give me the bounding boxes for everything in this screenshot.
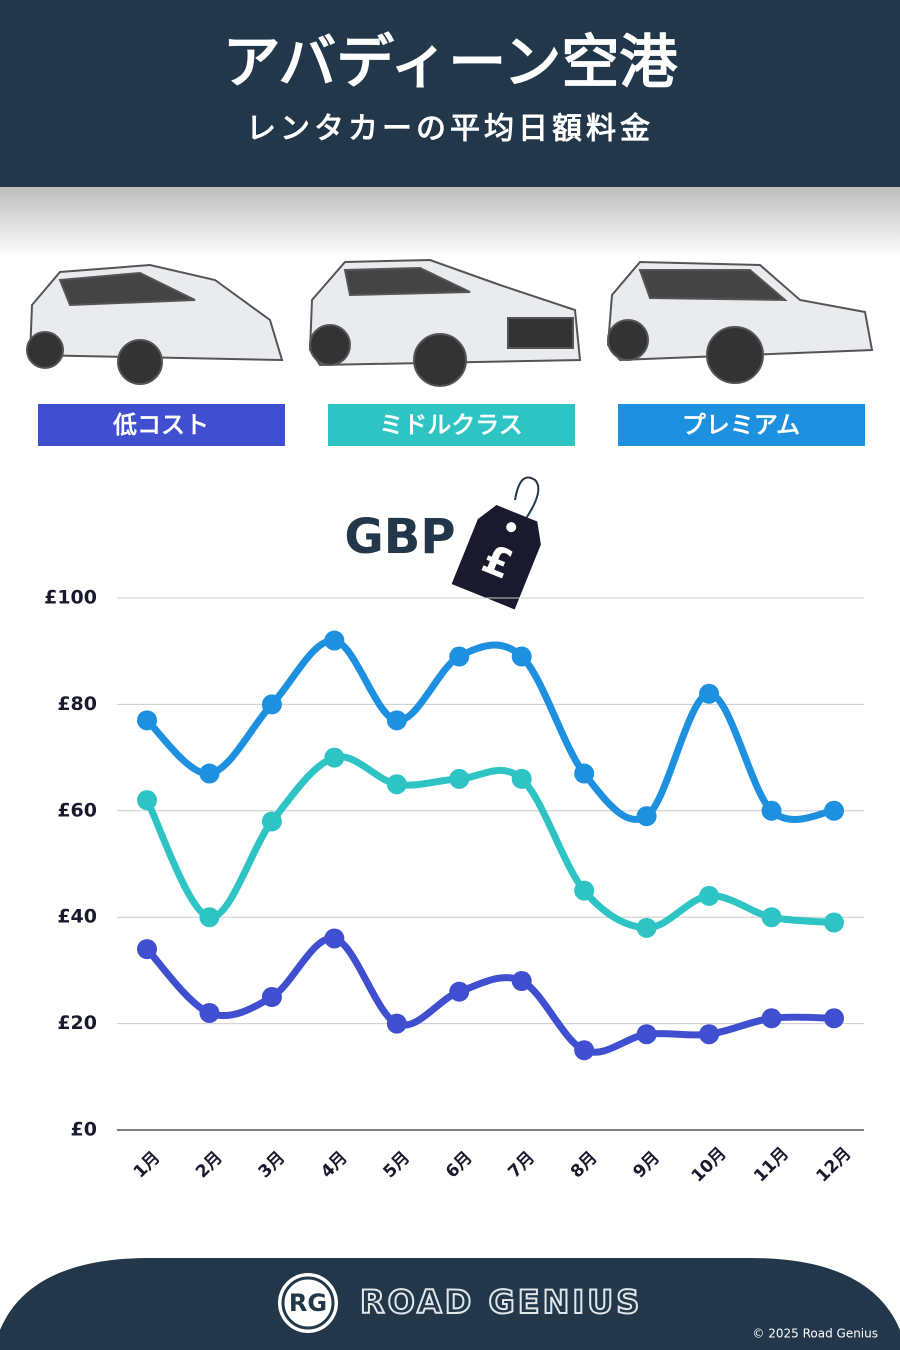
copyright: © 2025 Road Genius [752,1327,878,1341]
logo-ring [281,1276,335,1330]
data-point [199,1002,220,1023]
header-bg [0,0,900,187]
data-point [699,683,720,704]
data-point [636,806,657,827]
data-point [824,800,844,821]
header-shade [0,187,900,257]
data-point [137,939,157,960]
x-tick-label: 3月 [255,1148,290,1183]
series-line [143,637,838,823]
data-point [574,880,595,901]
y-tick-label: £100 [44,587,97,609]
data-point [324,928,345,949]
x-tick-label: 12月 [813,1144,856,1187]
data-point [386,710,407,731]
data-point [761,800,782,821]
data-point [511,971,532,992]
series-line [143,753,838,932]
data-point [761,907,782,928]
data-point [574,1040,595,1061]
footer-bg [0,1258,900,1350]
x-tick-label: 1月 [130,1148,165,1183]
data-point [824,1008,844,1029]
legend-box [38,404,285,446]
data-point [761,1008,782,1029]
data-point [261,811,282,832]
data-point [386,774,407,795]
title: アバディーン空港 [223,28,679,96]
data-point [261,694,282,715]
logo-text: RG [289,1289,327,1317]
data-point [137,790,157,811]
y-tick-label: £60 [57,799,97,821]
y-tick-label: £20 [57,1012,97,1034]
legend-label: プレミアム [682,411,800,439]
data-point [386,1013,407,1034]
data-point [636,1024,657,1045]
data-point [699,1024,720,1045]
x-tick-label: 6月 [442,1148,477,1183]
y-tick-label: £40 [57,906,97,928]
y-tick-label: £80 [57,693,97,715]
data-point [636,917,657,938]
x-tick-label: 8月 [567,1148,602,1183]
x-tick-label: 7月 [504,1148,539,1183]
x-tick-label: 5月 [380,1148,415,1183]
data-point [511,646,532,667]
data-point [261,987,282,1007]
data-point [449,768,470,789]
data-point [137,710,157,731]
data-point [199,907,220,928]
car-illustration [26,258,874,387]
legend-label: 低コスト [112,411,209,439]
legend-box [328,404,575,446]
legend-label: ミドルクラス [379,411,523,439]
data-point [511,768,532,789]
x-tick-label: 9月 [629,1148,664,1183]
x-tick-label: 2月 [192,1148,227,1183]
data-point [824,912,844,933]
logo-circle [278,1273,338,1333]
data-point [324,630,345,651]
data-point [199,763,220,784]
x-tick-label: 11月 [750,1144,793,1187]
x-tick-label: 10月 [688,1144,731,1187]
subtitle: レンタカーの平均日額料金 [246,112,654,147]
data-point [449,981,470,1002]
data-point [449,646,470,667]
currency-label: GBP [344,509,455,565]
price-tag: £ [451,505,541,610]
legend-box [618,404,865,446]
tag-string [514,476,540,521]
data-point [699,885,720,906]
series-line [143,934,838,1056]
y-tick-label: £0 [71,1119,97,1141]
brand: ROAD GENIUS [360,1283,642,1321]
data-point [324,747,345,768]
data-point [574,763,595,784]
x-tick-label: 4月 [317,1148,352,1183]
